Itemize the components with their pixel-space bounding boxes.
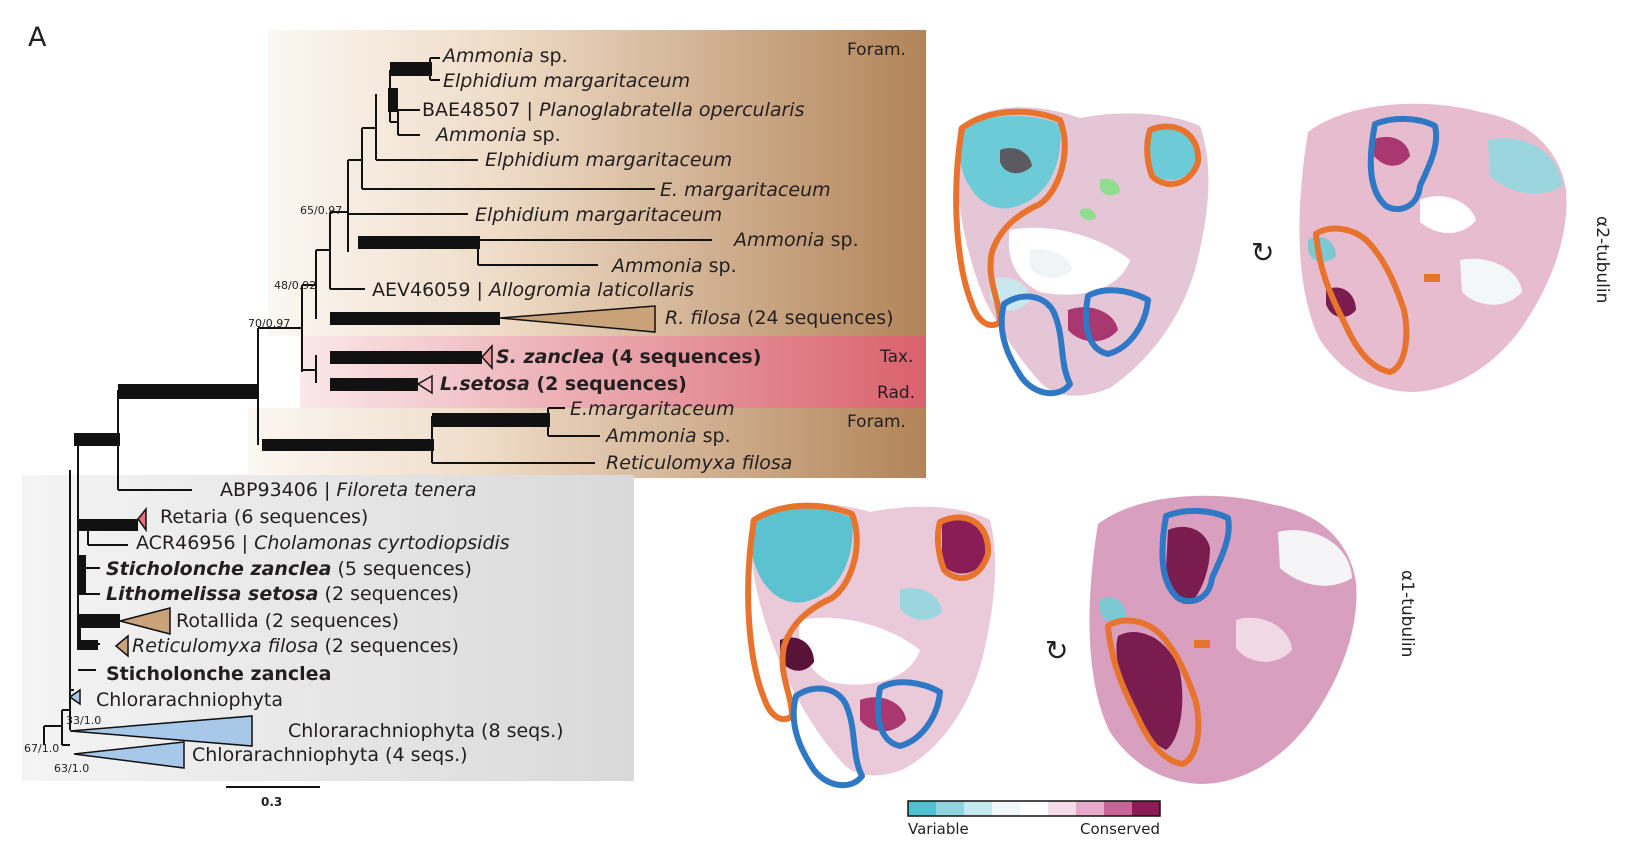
taxon-label: E.margaritaceum bbox=[570, 398, 735, 420]
taxon-label: Ammonia sp. bbox=[434, 124, 561, 146]
taxon-label: S. zanclea (4 sequences) bbox=[496, 346, 761, 368]
blue-outline bbox=[998, 293, 1073, 397]
wedge-rotallida bbox=[117, 607, 171, 635]
taxon-label: BAE48507 | Planoglabratella opercularis bbox=[422, 99, 805, 121]
wedge-chlor-8 bbox=[69, 715, 253, 747]
support-value: 67/1.0 bbox=[24, 742, 59, 755]
taxon-label: Ammonia sp. bbox=[441, 45, 568, 67]
structure-alpha1-rotated bbox=[1089, 495, 1357, 784]
group-label-foram-top: Foram. bbox=[847, 40, 906, 60]
taxon-label: Sticholonche zanclea (5 sequences) bbox=[106, 558, 472, 580]
taxon-label: Chlorarachniophyta bbox=[96, 689, 283, 711]
scale-bar-label: 0.3 bbox=[261, 795, 282, 809]
color-scale-cell bbox=[1048, 801, 1077, 816]
blue-outline bbox=[790, 685, 865, 789]
tree-thick-branches bbox=[74, 62, 550, 650]
color-scale-cell bbox=[908, 801, 937, 816]
group-label-rad: Rad. bbox=[877, 383, 915, 403]
foram-top-box bbox=[268, 30, 926, 336]
taxon-label: Lithomelissa setosa (2 sequences) bbox=[106, 583, 459, 605]
structure-alpha2-front bbox=[953, 107, 1209, 397]
wedge-r-filosa bbox=[499, 305, 656, 333]
color-scale-cell bbox=[1076, 801, 1105, 816]
blue-outline bbox=[875, 679, 943, 749]
taxon-label: Rotallida (2 sequences) bbox=[176, 610, 399, 632]
orange-outline bbox=[1144, 123, 1202, 187]
taxon-label: Retaria (6 sequences) bbox=[160, 506, 368, 528]
taxon-label: Elphidium margaritaceum bbox=[485, 149, 732, 171]
support-value: 70/0.97 bbox=[248, 317, 290, 330]
rotation-icon: ↻ bbox=[1251, 236, 1274, 269]
color-scale-right-label: Conserved bbox=[1080, 820, 1160, 838]
collapsed-clade-wedges bbox=[68, 305, 656, 769]
wedge-reticulomyxa bbox=[114, 634, 129, 658]
orange-outline bbox=[1313, 225, 1410, 375]
color-scale-cell bbox=[992, 801, 1021, 816]
support-value: 33/1.0 bbox=[66, 714, 101, 727]
taxon-label: E. margaritaceum bbox=[660, 179, 831, 201]
rotation-icon: ↻ bbox=[1045, 634, 1068, 667]
tax-rad-box bbox=[300, 336, 926, 408]
color-scale-cell bbox=[1132, 801, 1161, 816]
support-value: 48/0.92 bbox=[274, 279, 316, 292]
label-alpha1-tubulin: α1-tubulin bbox=[1397, 570, 1417, 657]
color-scale-cell bbox=[1020, 801, 1049, 816]
taxon-label: Chlorarachniophyta (4 seqs.) bbox=[192, 744, 468, 766]
taxon-label: Sticholonche zanclea bbox=[106, 663, 331, 685]
taxon-label: Ammonia sp. bbox=[604, 425, 731, 447]
wedge-chlor-4 bbox=[73, 741, 185, 769]
taxon-label: L.setosa (2 sequences) bbox=[440, 373, 687, 395]
taxon-labels: Ammonia sp. Elphidium margaritaceum BAE485… bbox=[96, 45, 894, 766]
taxon-label: Reticulomyxa filosa bbox=[606, 452, 792, 474]
support-value: 65/0.97 bbox=[300, 204, 342, 217]
panel-letter: A bbox=[28, 22, 47, 53]
taxon-label: Elphidium margaritaceum bbox=[443, 70, 690, 92]
taxon-label: Ammonia sp. bbox=[732, 229, 859, 251]
support-values: 65/0.97 48/0.92 70/0.97 33/1.0 67/1.0 63… bbox=[24, 204, 342, 775]
orange-outline bbox=[953, 108, 1068, 329]
taxon-label: Ammonia sp. bbox=[610, 255, 737, 277]
taxon-label: Elphidium margaritaceum bbox=[475, 204, 722, 226]
taxon-label: AEV46059 | Allogromia laticollaris bbox=[372, 279, 694, 301]
color-scale-cell bbox=[936, 801, 965, 816]
group-label-tax: Tax. bbox=[879, 347, 913, 367]
color-scale-cell bbox=[964, 801, 993, 816]
wedge-retaria bbox=[137, 506, 147, 533]
scale-bar: 0.3 bbox=[226, 786, 320, 809]
taxon-label: Reticulomyxa filosa (2 sequences) bbox=[132, 635, 459, 657]
wedge-l-setosa bbox=[416, 374, 433, 395]
conservation-color-scale: Variable Conserved bbox=[907, 800, 1161, 838]
taxon-label: Chlorarachniophyta (8 seqs.) bbox=[288, 720, 564, 742]
wedge-chlor-1 bbox=[68, 688, 81, 706]
orange-outline bbox=[745, 502, 860, 723]
taxon-label: R. filosa (24 sequences) bbox=[665, 307, 894, 329]
taxon-label: ACR46956 | Cholamonas cyrtodiopsidis bbox=[136, 532, 510, 554]
orange-outline bbox=[934, 514, 992, 581]
support-value: 63/1.0 bbox=[54, 762, 89, 775]
blue-outline bbox=[1159, 507, 1232, 605]
structure-alpha2-rotated bbox=[1299, 103, 1567, 392]
orange-outline bbox=[1105, 617, 1202, 767]
label-alpha2-tubulin: α2-tubulin bbox=[1592, 216, 1612, 303]
structure-alpha1-front bbox=[745, 502, 996, 789]
wedge-s-zanclea bbox=[480, 344, 493, 370]
blue-outline bbox=[1083, 287, 1151, 357]
color-scale-cells bbox=[908, 801, 1161, 816]
blue-outline bbox=[1367, 116, 1440, 213]
taxon-label: ABP93406 | Filoreta tenera bbox=[220, 479, 477, 501]
group-label-foram-bottom: Foram. bbox=[847, 412, 906, 432]
color-scale-cell bbox=[1104, 801, 1133, 816]
color-scale-left-label: Variable bbox=[908, 820, 969, 838]
